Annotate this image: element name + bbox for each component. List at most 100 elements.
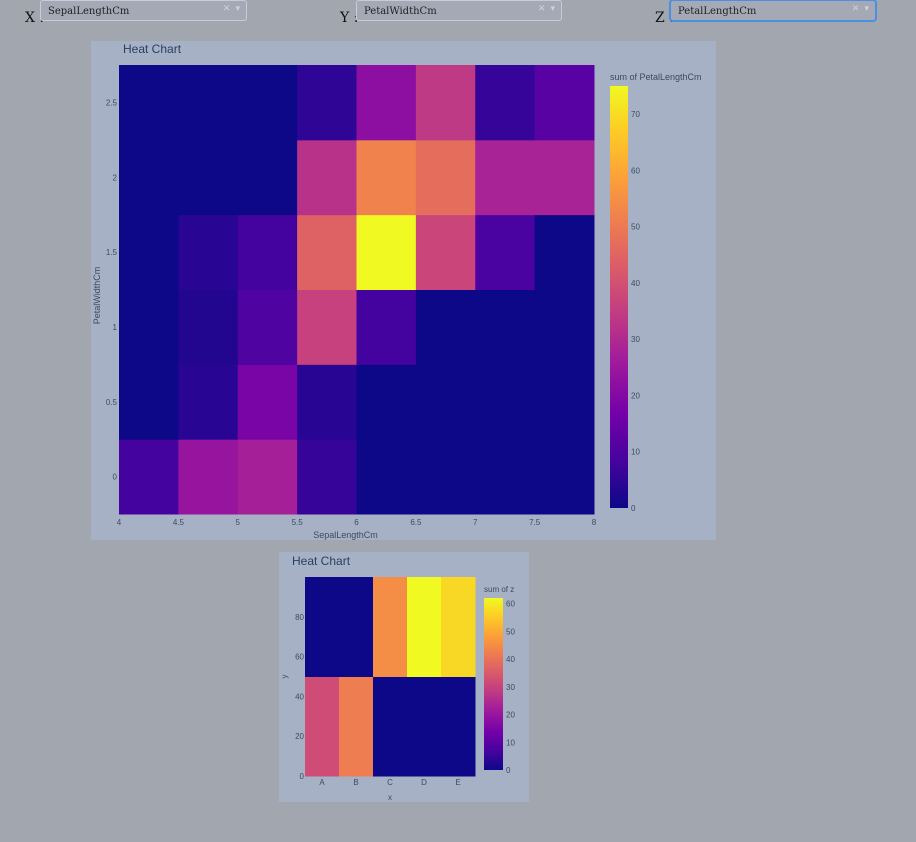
heatmap-cell <box>237 65 298 141</box>
heatmap-cell <box>297 289 357 365</box>
heatmap-cell <box>297 65 357 141</box>
x-tick-label: 6.5 <box>410 518 422 527</box>
heatmap-cell <box>475 439 536 515</box>
heatmap-chart-svg[interactable]: Heat Chart 4 4.5 5 5.5 6 6.5 7 7.5 8 0 0.5 1 1.5 2 2.5 S… <box>91 41 716 540</box>
heatmap-cell <box>178 139 239 216</box>
category-heatmap-svg[interactable]: Heat Chart A B C D E 0 20 40 60 80 x y sum of z 0 10 20 3… <box>279 552 529 802</box>
heatmap-cell <box>415 139 476 216</box>
heatmap-cell <box>373 676 408 777</box>
heatmap-cell <box>119 65 179 141</box>
heatmap-cell <box>356 439 417 515</box>
x-tick-label: C <box>387 778 393 787</box>
y-tick-label: 60 <box>295 653 304 662</box>
x-tick-label: B <box>353 778 358 787</box>
heatmap-cell <box>373 577 408 677</box>
colorbar-tick-label: 0 <box>506 766 511 775</box>
close-icon[interactable]: ✕ <box>222 4 231 14</box>
heatmap-cell <box>178 214 239 290</box>
heatmap-cell <box>119 214 179 290</box>
heatmap-cell <box>356 65 417 141</box>
heatmap-cell <box>534 289 595 365</box>
heatmap-cell <box>119 139 179 216</box>
x-tick-label: 5.5 <box>292 518 304 527</box>
caret-down-icon[interactable]: ▾ <box>550 4 555 14</box>
heatmap-cell <box>237 289 298 365</box>
y-tick-label: 40 <box>295 692 304 701</box>
z-axis-label: Z : <box>655 10 674 26</box>
heatmap-cell <box>441 577 476 677</box>
colorbar-tick-label: 50 <box>506 627 515 636</box>
y-axis-title: y <box>280 675 289 679</box>
heatmap-cell <box>305 577 340 677</box>
heatmap-cell <box>415 214 476 290</box>
heatmap-cell <box>356 289 417 365</box>
colorbar-tick-label: 70 <box>631 110 640 119</box>
heatmap-cell <box>339 577 374 677</box>
x-tick-label: A <box>319 778 325 787</box>
y-tick-label: 20 <box>295 732 304 741</box>
heatmap-cell <box>237 364 298 440</box>
heatmap-cell <box>534 139 595 216</box>
heatmap-cell <box>297 364 357 440</box>
heatmap-cell <box>237 139 298 216</box>
heatmap-cell <box>415 364 476 440</box>
heatmap-cell <box>297 439 357 515</box>
heatmap-cell <box>475 214 536 290</box>
heatmap-cell <box>534 65 595 141</box>
z-axis-select[interactable]: PetalLengthCm ✕ ▾ <box>670 0 876 21</box>
y-axis-select-value: PetalWidthCm <box>364 6 437 17</box>
x-axis-select-value: SepalLengthCm <box>48 6 130 17</box>
heatmap-cell <box>237 214 298 290</box>
heatmap-cell <box>119 439 179 515</box>
heatmap-cell <box>475 139 536 216</box>
x-tick-label: 6 <box>354 518 359 527</box>
heatmap-cell <box>178 439 239 515</box>
close-icon[interactable]: ✕ <box>851 4 860 14</box>
caret-down-icon[interactable]: ▾ <box>864 4 869 14</box>
colorbar-tick-label: 60 <box>631 166 640 175</box>
y-axis-label: Y : <box>340 10 359 26</box>
heatmap-cell <box>339 676 374 777</box>
heatmap-chart-panel: Heat Chart 4 4.5 5 5.5 6 6.5 7 7.5 8 0 0.5 1 1.5 2 2.5 S… <box>91 41 716 540</box>
chart-title: Heat Chart <box>123 42 182 56</box>
heatmap-cell <box>415 439 476 515</box>
heatmap-cell <box>178 289 239 365</box>
colorbar-tick-label: 50 <box>631 223 640 232</box>
colorbar-tick-label: 40 <box>506 655 515 664</box>
heatmap-cell <box>178 65 239 141</box>
chart-title: Heat Chart <box>292 554 351 568</box>
heatmap-cell <box>415 65 476 141</box>
x-tick-label: E <box>455 778 460 787</box>
y-axis-title: PetalWidthCm <box>92 267 102 325</box>
colorbar-tick-label: 20 <box>506 711 515 720</box>
caret-down-icon[interactable]: ▾ <box>235 4 240 14</box>
colorbar-tick-label: 10 <box>506 738 515 747</box>
heatmap-cell <box>119 364 179 440</box>
colorbar <box>484 598 503 770</box>
x-tick-label: 8 <box>592 518 597 527</box>
heatmap-cell <box>407 577 442 677</box>
y-tick-label: 0 <box>113 473 118 482</box>
colorbar-tick-label: 30 <box>631 335 640 344</box>
y-tick-label: 80 <box>295 613 304 622</box>
heatmap-cell <box>534 364 595 440</box>
x-tick-label: 4.5 <box>173 518 185 527</box>
y-tick-label: 0.5 <box>106 398 118 407</box>
colorbar-tick-label: 30 <box>506 683 515 692</box>
colorbar-tick-label: 60 <box>506 600 515 609</box>
x-tick-label: 7 <box>473 518 478 527</box>
y-tick-label: 1.5 <box>106 248 118 257</box>
colorbar-title: sum of z <box>484 585 514 594</box>
y-axis-select[interactable]: PetalWidthCm ✕ ▾ <box>356 0 562 21</box>
x-tick-label: 5 <box>236 518 241 527</box>
heatmap-cell <box>475 65 536 141</box>
colorbar-title: sum of PetalLengthCm <box>610 72 702 82</box>
y-tick-label: 2.5 <box>106 98 118 107</box>
colorbar <box>610 86 628 508</box>
heatmap-cell <box>415 289 476 365</box>
x-axis-select[interactable]: SepalLengthCm ✕ ▾ <box>40 0 247 21</box>
colorbar-tick-label: 10 <box>631 448 640 457</box>
heatmap-cell <box>356 214 417 290</box>
close-icon[interactable]: ✕ <box>537 4 546 14</box>
y-tick-label: 1 <box>113 323 118 332</box>
